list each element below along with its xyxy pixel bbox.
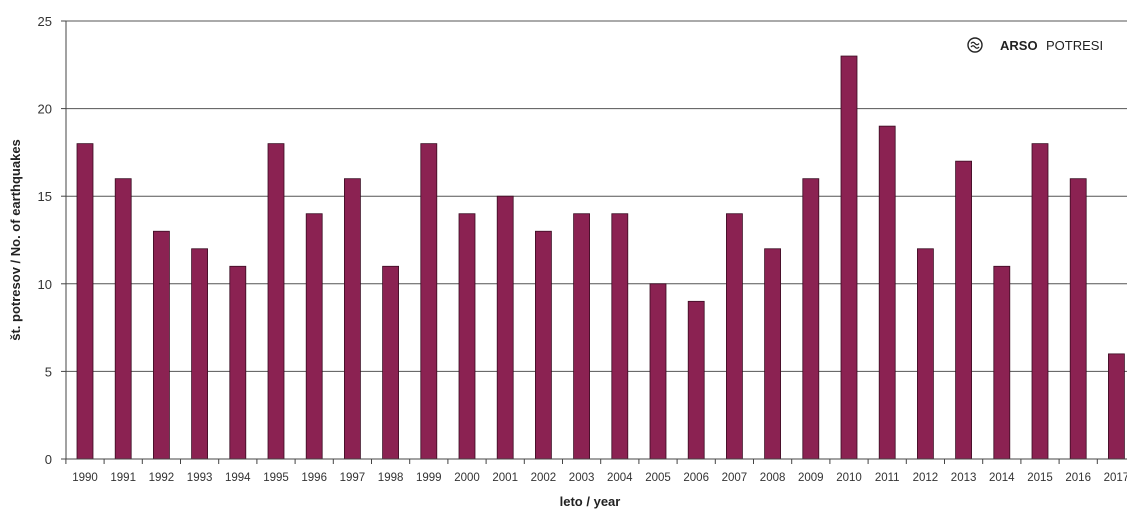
bar-2004 (611, 213, 629, 460)
x-tick-label: 1999 (416, 472, 442, 484)
x-tick-label: 1992 (149, 472, 175, 484)
bar-2002 (535, 230, 552, 460)
y-tick-label: 0 (45, 452, 52, 467)
x-tick-label: 1997 (340, 472, 366, 484)
x-axis-label: leto / year (560, 494, 621, 509)
bar-2011 (878, 125, 896, 460)
x-tick-label: 1993 (187, 472, 213, 484)
arso-logo-regular: POTRESI (1046, 38, 1103, 53)
x-tick-label: 1998 (378, 472, 404, 484)
bar-1990 (76, 143, 94, 460)
bars (76, 55, 1125, 460)
y-tick-labels: 0 5 10 15 20 25 (38, 14, 52, 467)
x-tick-label: 1996 (301, 472, 327, 484)
x-tick-label: 2002 (531, 472, 557, 484)
x-tick-label: 2014 (989, 472, 1015, 484)
arso-logo-text: ARSO POTRESI (1000, 37, 1103, 54)
x-tick-label: 2007 (722, 472, 748, 484)
x-tick-label: 1994 (225, 472, 251, 484)
x-tick-label: 2009 (798, 472, 824, 484)
x-tick-label: 1995 (263, 472, 289, 484)
bar-2013 (955, 160, 972, 460)
bar-1994 (229, 265, 247, 460)
x-tick-label: 2008 (760, 472, 786, 484)
x-tick-label: 2015 (1027, 472, 1053, 484)
bar-2017 (1108, 353, 1125, 460)
bar-2015 (1031, 143, 1049, 460)
bar-1996 (305, 213, 323, 460)
x-tick-label: 2011 (875, 472, 900, 484)
bar-1995 (267, 143, 285, 460)
x-tick-label: 2004 (607, 472, 633, 484)
x-tick-label: 2010 (836, 472, 862, 484)
bar-2005 (649, 283, 667, 460)
bar-2014 (993, 265, 1011, 460)
x-tick-label: 2003 (569, 472, 595, 484)
bar-1999 (420, 143, 438, 460)
bar-2000 (458, 213, 476, 460)
bar-2016 (1069, 178, 1087, 460)
x-tick-label: 2017 (1104, 472, 1127, 484)
arso-wave-icon (967, 37, 983, 53)
bar-1997 (343, 178, 361, 460)
x-tick-label: 2001 (492, 472, 518, 484)
y-tick-label: 15 (38, 189, 52, 204)
x-tick-label: 1991 (110, 472, 136, 484)
y-tick-label: 25 (38, 14, 52, 29)
bar-2010 (840, 55, 858, 460)
arso-logo: ARSO POTRESI (967, 37, 1103, 54)
x-tick-label: 2000 (454, 472, 480, 484)
x-tick-label: 2005 (645, 472, 671, 484)
bar-1992 (152, 230, 170, 460)
x-tick-label: 2016 (1065, 472, 1091, 484)
bar-2006 (687, 300, 705, 460)
bar-1993 (191, 248, 209, 460)
x-tick-label: 2006 (683, 472, 709, 484)
x-tick-label: 2013 (951, 472, 977, 484)
y-tick-label: 5 (45, 364, 52, 379)
y-tick-label: 10 (38, 277, 52, 292)
bar-2008 (764, 248, 781, 460)
bar-2012 (917, 248, 934, 460)
y-tick-label: 20 (38, 102, 52, 117)
bar-2009 (802, 178, 820, 460)
y-axis-label: št. potresov / No. of earthquakes (8, 139, 23, 341)
arso-logo-bold: ARSO (1000, 38, 1038, 53)
bar-2001 (496, 195, 514, 460)
bar-2003 (573, 213, 590, 460)
x-tick-labels: 1990 1991 1992 1993 1994 1995 1996 1997 1998 1999… (65, 459, 1127, 484)
bar-2007 (726, 213, 743, 460)
x-tick-label: 2012 (913, 472, 939, 484)
x-tick-label: 1990 (72, 472, 98, 484)
bar-1998 (382, 265, 400, 460)
bar-1991 (114, 178, 132, 460)
